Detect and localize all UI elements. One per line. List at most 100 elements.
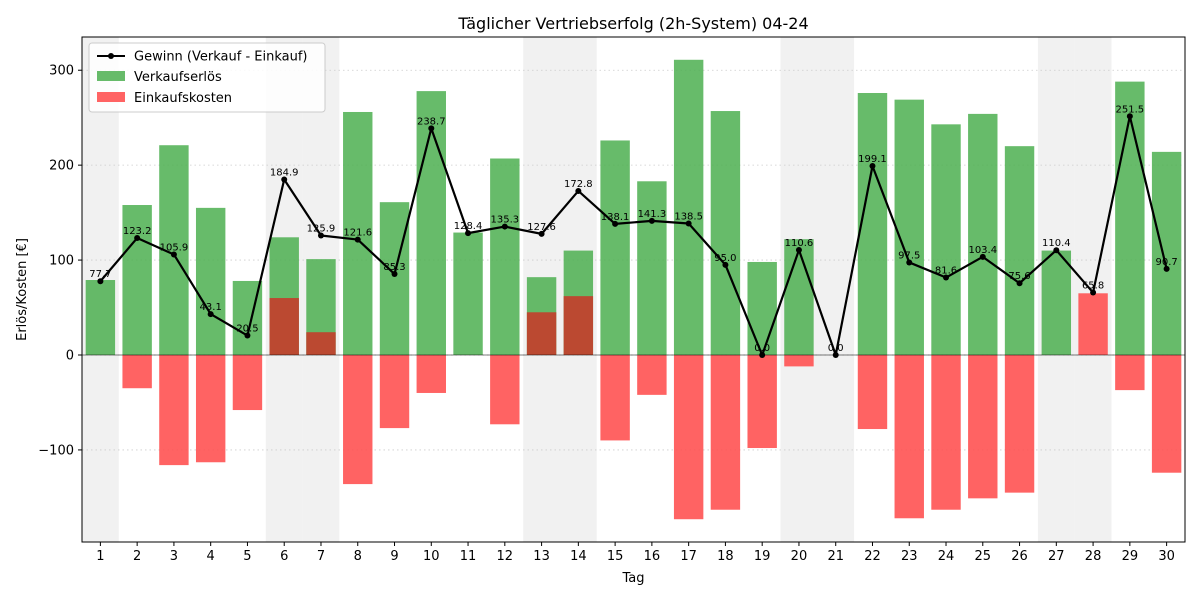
profit-point-20 [795,247,802,254]
x-tick-label-4: 4 [207,549,215,564]
x-tick-label-6: 6 [280,549,288,564]
revenue-bar-22 [857,93,888,355]
plot-frame [81,36,1186,543]
x-tick-label-8: 8 [354,549,362,564]
profit-point-13 [538,230,545,237]
profit-point-9 [391,271,398,278]
y-tick-label-0: 0 [66,348,74,363]
profit-point-1 [97,278,104,285]
x-tick-label-10: 10 [423,549,440,564]
profit-label-5: 20.5 [236,324,258,335]
profit-label-6: 184.9 [270,167,299,178]
cost-bar-14 [563,296,594,355]
cost-bar-7 [306,332,336,355]
x-tick-label-12: 12 [497,549,514,564]
x-tick-label-3: 3 [170,549,178,564]
profit-point-4 [207,311,214,318]
revenue-bar-30 [1151,151,1182,355]
x-tick-label-26: 26 [1011,549,1028,564]
profit-point-30 [1163,265,1170,272]
legend-revenue-swatch [97,71,125,81]
x-tick-label-29: 29 [1122,549,1139,564]
revenue-bar-25 [968,113,998,355]
cost-bar-19 [747,354,777,449]
x-tick-label-20: 20 [791,549,808,564]
cost-bar-13 [526,312,557,355]
profit-label-18: 95.0 [714,253,736,264]
legend-label-revenue: Verkaufserlös [134,70,222,85]
y-tick-label-300: 300 [49,64,74,79]
x-tick-label-28: 28 [1085,549,1102,564]
profit-label-21: 0.0 [828,343,844,354]
x-tick-label-2: 2 [133,549,141,564]
x-tick-label-7: 7 [317,549,325,564]
x-tick-label-21: 21 [827,549,844,564]
x-tick-label-1: 1 [96,549,104,564]
profit-point-25 [979,253,986,260]
profit-point-14 [575,187,582,194]
profit-label-15: 138.1 [601,212,630,223]
x-tick-label-9: 9 [390,549,398,564]
x-tick-label-17: 17 [680,549,697,564]
y-axis: −100 0 100 200 300 [38,64,82,458]
revenue-bar-26 [1004,146,1035,355]
cost-bar-30 [1151,354,1182,473]
revenue-bar-18 [710,111,741,355]
profit-label-14: 172.8 [564,179,593,190]
profit-label-11: 128.4 [454,221,483,232]
cost-bar-15 [600,354,630,441]
profit-point-8 [354,236,361,243]
profit-point-3 [170,251,177,258]
cost-bar-4 [195,354,226,463]
profit-point-2 [134,235,141,242]
x-tick-label-16: 16 [644,549,661,564]
profit-label-17: 138.5 [674,212,703,223]
profit-label-28: 65.8 [1082,281,1104,292]
profit-label-19: 0.0 [754,343,770,354]
cost-bar-17 [673,354,704,520]
profit-line [97,113,1170,358]
revenue-bar-8 [343,111,373,355]
x-tick-label-15: 15 [607,549,624,564]
profit-point-17 [685,220,692,227]
cost-bar-29 [1115,354,1145,391]
cost-bar-2 [122,354,152,389]
cost-bar-18 [710,354,741,510]
profit-point-18 [722,261,729,268]
profit-label-1: 77.7 [89,269,111,280]
profit-point-22 [869,163,876,170]
profit-label-3: 105.9 [160,242,189,253]
profit-label-24: 81.6 [935,266,957,277]
profit-point-26 [1016,280,1023,287]
profit-label-23: 97.5 [898,250,920,261]
data-labels: 77.7 123.2 105.9 43.1 20.5 184.9 125.9 121.6 85.… [89,104,1177,354]
revenue-bar-24 [931,124,961,355]
cost-bar-10 [416,354,446,393]
x-tick-label-5: 5 [243,549,251,564]
revenue-bar-2 [122,205,152,355]
revenue-bar-10 [416,91,446,355]
revenue-bar-27 [1041,250,1072,355]
cost-bar-24 [931,354,961,510]
bars [85,59,1182,520]
profit-point-21 [832,351,839,358]
profit-label-4: 43.1 [200,302,222,313]
x-tick-label-24: 24 [938,549,955,564]
cost-bar-25 [968,354,998,499]
profit-label-8: 121.6 [343,228,372,239]
profit-point-5 [244,332,251,339]
profit-label-27: 110.4 [1042,238,1071,249]
x-tick-label-30: 30 [1158,549,1175,564]
profit-label-30: 90.7 [1155,257,1177,268]
cost-bar-20 [784,354,814,367]
profit-point-15 [612,220,619,227]
revenue-bar-9 [379,202,410,355]
cost-bar-26 [1004,354,1035,493]
profit-label-22: 199.1 [858,154,887,165]
cost-bar-28 [1078,293,1108,355]
cost-bar-5 [232,354,263,411]
x-tick-label-14: 14 [570,549,587,564]
profit-label-25: 103.4 [968,245,997,256]
legend: Gewinn (Verkauf - Einkauf) Verkaufserlös… [88,42,326,113]
